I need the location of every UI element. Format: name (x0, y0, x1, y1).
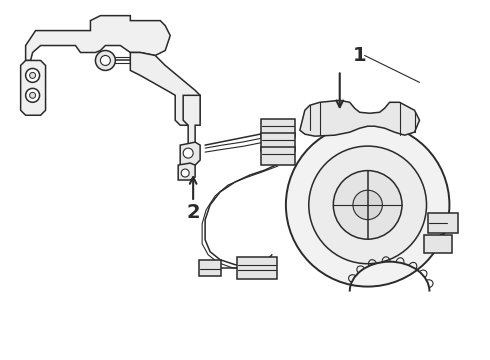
Polygon shape (25, 15, 170, 60)
Circle shape (353, 190, 382, 220)
Polygon shape (183, 95, 200, 155)
Circle shape (96, 50, 115, 71)
FancyBboxPatch shape (237, 257, 277, 279)
FancyBboxPatch shape (261, 119, 295, 137)
FancyBboxPatch shape (428, 213, 458, 233)
Circle shape (286, 123, 449, 287)
Text: 1: 1 (353, 46, 367, 65)
Circle shape (333, 171, 402, 239)
Circle shape (183, 148, 193, 158)
Polygon shape (178, 163, 195, 180)
Polygon shape (180, 142, 200, 165)
Polygon shape (21, 60, 46, 115)
Text: 2: 2 (186, 203, 200, 222)
FancyBboxPatch shape (261, 133, 295, 151)
Polygon shape (130, 53, 200, 125)
Circle shape (25, 88, 40, 102)
Circle shape (181, 169, 189, 177)
Polygon shape (300, 100, 419, 136)
Circle shape (100, 55, 110, 66)
FancyBboxPatch shape (199, 260, 221, 276)
Circle shape (29, 92, 36, 98)
Circle shape (309, 146, 426, 264)
FancyBboxPatch shape (424, 235, 452, 253)
FancyBboxPatch shape (261, 147, 295, 165)
Circle shape (25, 68, 40, 82)
Circle shape (29, 72, 36, 78)
